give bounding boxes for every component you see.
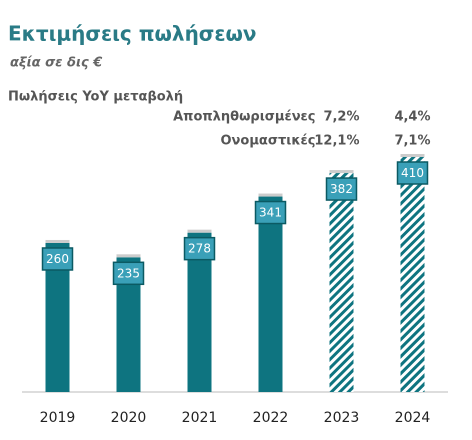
value-label-box — [112, 261, 145, 286]
bar-cap — [329, 170, 354, 174]
value-label: 235 — [117, 266, 140, 280]
bar-cap — [400, 154, 425, 157]
x-tick-label: 2021 — [182, 410, 218, 426]
value-label-box — [41, 247, 74, 271]
x-tick-label: 2023 — [324, 410, 360, 426]
value-label-box — [254, 200, 287, 225]
value-label-box — [325, 177, 358, 201]
bar-cap — [187, 229, 212, 233]
annotation-header: Πωλήσεις YoY μεταβολή — [8, 90, 183, 105]
x-tick-label: 2022 — [253, 410, 289, 426]
bar — [258, 196, 283, 392]
x-tick-label: 2020 — [111, 410, 147, 426]
value-label: 278 — [188, 242, 211, 256]
bar — [329, 173, 354, 392]
value-label: 260 — [46, 252, 69, 266]
x-tick-label: 2019 — [40, 410, 76, 426]
chart-title: Εκτιμήσεις πωλήσεων — [8, 22, 257, 46]
value-label: 410 — [401, 166, 424, 180]
bar — [400, 157, 425, 392]
value-label: 341 — [259, 206, 282, 220]
bar-cap — [258, 193, 283, 197]
annotation-label: Ονομαστικές — [221, 134, 316, 149]
value-label: 382 — [330, 182, 353, 196]
bar-cap — [116, 254, 141, 258]
annotation-value: 4,4% — [394, 110, 430, 125]
x-tick-label: 2024 — [395, 410, 431, 426]
value-label-box — [396, 161, 429, 185]
bar-cap — [45, 239, 70, 243]
value-label-box — [183, 236, 216, 261]
annotation-value: 7,2% — [323, 110, 359, 125]
annotation-value: 12,1% — [314, 134, 359, 149]
annotation-value: 7,1% — [394, 134, 430, 149]
annotation-label: Αποπληθωρισμένες — [173, 110, 315, 125]
chart-subtitle: αξία σε δις € — [10, 56, 102, 71]
